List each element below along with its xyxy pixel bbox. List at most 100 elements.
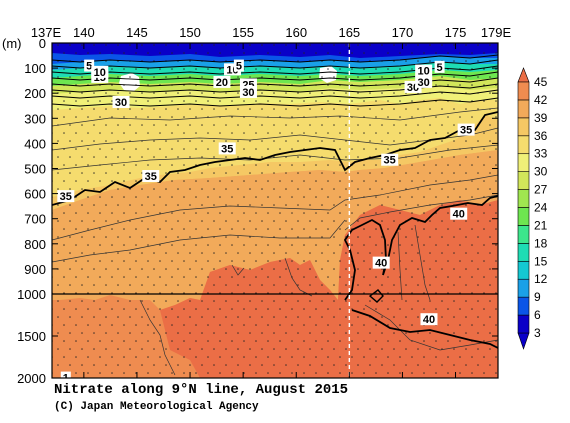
contour-label: 5 xyxy=(437,62,443,74)
y-tick-label: 600 xyxy=(24,187,46,202)
contour-label-bg xyxy=(60,371,71,378)
contour-label-bg xyxy=(224,63,242,76)
colorbar-segment xyxy=(517,135,530,155)
colorbar-label: 3 xyxy=(534,326,541,340)
contour-label-bg xyxy=(142,170,160,183)
contour-label-bg xyxy=(415,64,433,77)
colorbar-segment xyxy=(517,117,530,137)
contour-label-bg xyxy=(381,153,399,166)
x-axis-top: 137E 140 145 150 155 160 165 170 175 179E xyxy=(31,25,512,378)
colorbar-label: 27 xyxy=(534,183,548,197)
colorbar-label: 12 xyxy=(534,272,548,286)
contour-label-bg xyxy=(218,142,236,155)
colorbar-label: 15 xyxy=(534,254,548,268)
colorbar-bottom-arrow xyxy=(517,332,530,350)
contour-label-bg xyxy=(372,256,390,269)
chart-title: Nitrate along 9°N line, August 2015 xyxy=(54,382,348,398)
colorbar-top-arrow xyxy=(517,67,530,83)
contour-label: 35 xyxy=(145,171,157,183)
contour-40-b xyxy=(351,309,498,349)
contour-label: 35 xyxy=(221,143,233,155)
contour-label: 5 xyxy=(86,61,92,73)
colorbar-label: 45 xyxy=(534,75,548,89)
contour-label-bg xyxy=(434,60,445,73)
colorbar-segment xyxy=(517,207,530,226)
contour-label-bg xyxy=(450,207,468,220)
contour-label-bg xyxy=(112,95,130,108)
contour-label: 40 xyxy=(423,314,435,326)
y-tick-label: 1500 xyxy=(17,329,46,344)
colorbar-label: 18 xyxy=(534,236,548,250)
contour-label-bg xyxy=(213,75,231,88)
y-tick-label: 500 xyxy=(24,162,46,177)
contour-label-bg xyxy=(91,65,109,78)
colorbar-segment xyxy=(517,81,530,101)
contour-label-bg xyxy=(57,190,75,203)
contour-label-bg xyxy=(84,59,95,72)
colorbar-label: 24 xyxy=(534,201,548,215)
contour-label: 30 xyxy=(242,87,254,99)
contour-label-bg xyxy=(233,59,244,72)
colorbar-segment xyxy=(517,278,530,298)
colorbar-segment xyxy=(517,153,530,172)
y-tick-label: 2000 xyxy=(17,371,46,386)
y-axis-left: 0 100 200 300 400 500 600 700 800 900 1000 1500 2000 xyxy=(17,36,498,386)
colorbar-segment xyxy=(517,243,530,262)
y-tick-label: 200 xyxy=(24,86,46,101)
y-unit-label: (m) xyxy=(2,36,22,51)
x-tick-label: 165 xyxy=(338,25,360,40)
colorbar-label: 6 xyxy=(534,308,541,322)
plot-frame xyxy=(51,42,499,379)
colorbar-label: 33 xyxy=(534,147,548,161)
colorbar-label: 42 xyxy=(534,93,548,107)
x-tick-label: 160 xyxy=(285,25,307,40)
contour-label-bg xyxy=(239,85,257,98)
contour-label: 5 xyxy=(236,61,242,73)
contour-label: 20 xyxy=(216,77,228,89)
y-tick-label: 700 xyxy=(24,212,46,227)
contour-label: 35 xyxy=(384,155,396,167)
y-tick-label: 100 xyxy=(24,61,46,76)
x-tick-label: 155 xyxy=(232,25,254,40)
colorbar-segment xyxy=(517,189,530,208)
x-tick-label: 140 xyxy=(73,25,95,40)
colorbar-segment xyxy=(517,171,530,190)
colorbar-segment xyxy=(517,314,530,334)
colorbar-segment xyxy=(517,225,530,244)
contour-label: 10 xyxy=(418,66,430,78)
x-tick-label: 179E xyxy=(481,25,512,40)
y-tick-label: 300 xyxy=(24,111,46,126)
contour-label: 40 xyxy=(375,258,387,270)
y-tick-label: 0 xyxy=(39,36,46,51)
colorbar-segment xyxy=(517,99,530,119)
contour-label: 1 xyxy=(63,373,69,385)
y-tick-label: 400 xyxy=(24,136,46,151)
colorbar-label: 30 xyxy=(534,165,548,179)
x-tick-label: 145 xyxy=(126,25,148,40)
x-tick-label: 137E xyxy=(31,25,62,40)
contour-35 xyxy=(52,111,498,206)
y-tick-label: 900 xyxy=(24,262,46,277)
contour-label: 30 xyxy=(418,77,430,89)
colorbar-segment xyxy=(517,296,530,316)
colorbar-label: 39 xyxy=(534,111,548,125)
x-tick-label: 175 xyxy=(445,25,467,40)
contour-label-bg xyxy=(415,75,433,88)
contour-40-c xyxy=(368,289,384,303)
contour-label: 35 xyxy=(60,191,72,203)
colorbar-label: 9 xyxy=(534,290,541,304)
contour-label: 30 xyxy=(115,97,127,109)
contour-label-bg xyxy=(420,313,438,326)
credit-line: (C) Japan Meteorological Agency xyxy=(54,401,259,413)
x-tick-label: 170 xyxy=(392,25,414,40)
contour-label: 10 xyxy=(94,67,106,79)
y-tick-label: 1000 xyxy=(17,287,46,302)
contour-label-bg xyxy=(457,123,475,136)
y-tick-label: 800 xyxy=(24,237,46,252)
colorbar-label: 36 xyxy=(534,129,548,143)
colorbar-label: 21 xyxy=(534,218,548,232)
